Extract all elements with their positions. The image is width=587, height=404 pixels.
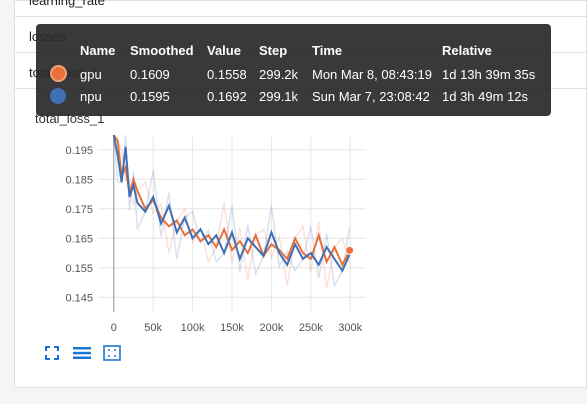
x-tick-label: 50k: [144, 322, 162, 334]
row-smoothed: 0.1609: [130, 67, 170, 82]
x-tick-label: 250k: [299, 322, 323, 334]
fit-domain-icon[interactable]: [103, 344, 121, 362]
row-relative: 1d 3h 49m 12s: [442, 89, 529, 104]
row-name: npu: [80, 89, 102, 104]
toggle-y-log-icon[interactable]: [73, 344, 91, 362]
y-tick-label: 0.165: [65, 233, 93, 245]
x-tick-label: 100k: [181, 322, 205, 334]
y-tick-label: 0.185: [65, 174, 93, 186]
header-step: Step: [259, 43, 288, 58]
row-relative: 1d 13h 39m 35s: [442, 67, 536, 82]
y-tick-label: 0.195: [65, 145, 93, 157]
chart-toolbar: [43, 344, 121, 362]
section-learning-rate[interactable]: learning_rate: [15, 0, 586, 17]
row-name: gpu: [80, 67, 102, 82]
section-label: learning_rate: [29, 0, 105, 8]
header-smoothed: Smoothed: [130, 43, 194, 58]
row-smoothed: 0.1595: [130, 89, 170, 104]
header-name: Name: [80, 43, 116, 58]
header-value: Value: [207, 43, 241, 58]
x-tick-label: 0: [111, 322, 117, 334]
row-step: 299.2k: [259, 67, 299, 82]
row-value: 0.1692: [207, 89, 247, 104]
row-time: Mon Mar 8, 08:43:19: [312, 67, 432, 82]
header-time: Time: [312, 43, 343, 58]
npu-series-line: [112, 134, 351, 273]
fullscreen-icon[interactable]: [43, 344, 61, 362]
x-tick-label: 200k: [259, 322, 283, 334]
hover-point: [345, 245, 355, 255]
x-tick-label: 300k: [338, 322, 362, 334]
gpu-series-dot: [50, 65, 67, 82]
row-step: 299.1k: [259, 89, 299, 104]
header-relative: Relative: [442, 43, 492, 58]
y-tick-label: 0.155: [65, 263, 93, 275]
hover-tooltip: Name Smoothed Value Step Time Relative g…: [36, 24, 551, 116]
npu-raw-line: [113, 134, 351, 288]
x-tick-label: 150k: [220, 322, 244, 334]
y-tick-label: 0.175: [65, 204, 93, 216]
npu-series-dot: [50, 88, 66, 104]
row-value: 0.1558: [207, 67, 247, 82]
y-tick-label: 0.145: [65, 292, 93, 304]
row-time: Sun Mar 7, 23:08:42: [312, 89, 430, 104]
